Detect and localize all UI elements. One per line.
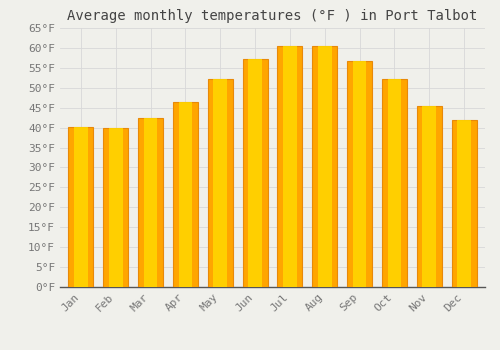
Bar bbox=[416, 106, 442, 287]
Bar bbox=[452, 120, 476, 287]
Bar bbox=[283, 46, 297, 287]
Bar bbox=[109, 128, 122, 287]
Bar bbox=[352, 61, 366, 287]
Bar bbox=[382, 79, 407, 287]
Bar bbox=[144, 118, 158, 287]
Bar bbox=[68, 127, 94, 287]
Title: Average monthly temperatures (°F ) in Port Talbot: Average monthly temperatures (°F ) in Po… bbox=[68, 9, 478, 23]
Bar bbox=[422, 106, 436, 287]
Bar bbox=[318, 46, 332, 287]
Bar bbox=[74, 127, 88, 287]
Bar bbox=[248, 59, 262, 287]
Bar bbox=[173, 102, 198, 287]
Bar bbox=[178, 102, 192, 287]
Bar bbox=[312, 46, 338, 287]
Bar bbox=[457, 120, 471, 287]
Bar bbox=[242, 59, 268, 287]
Bar bbox=[214, 79, 227, 287]
Bar bbox=[278, 46, 302, 287]
Bar bbox=[347, 61, 372, 287]
Bar bbox=[388, 79, 402, 287]
Bar bbox=[138, 118, 163, 287]
Bar bbox=[208, 79, 233, 287]
Bar bbox=[103, 128, 128, 287]
